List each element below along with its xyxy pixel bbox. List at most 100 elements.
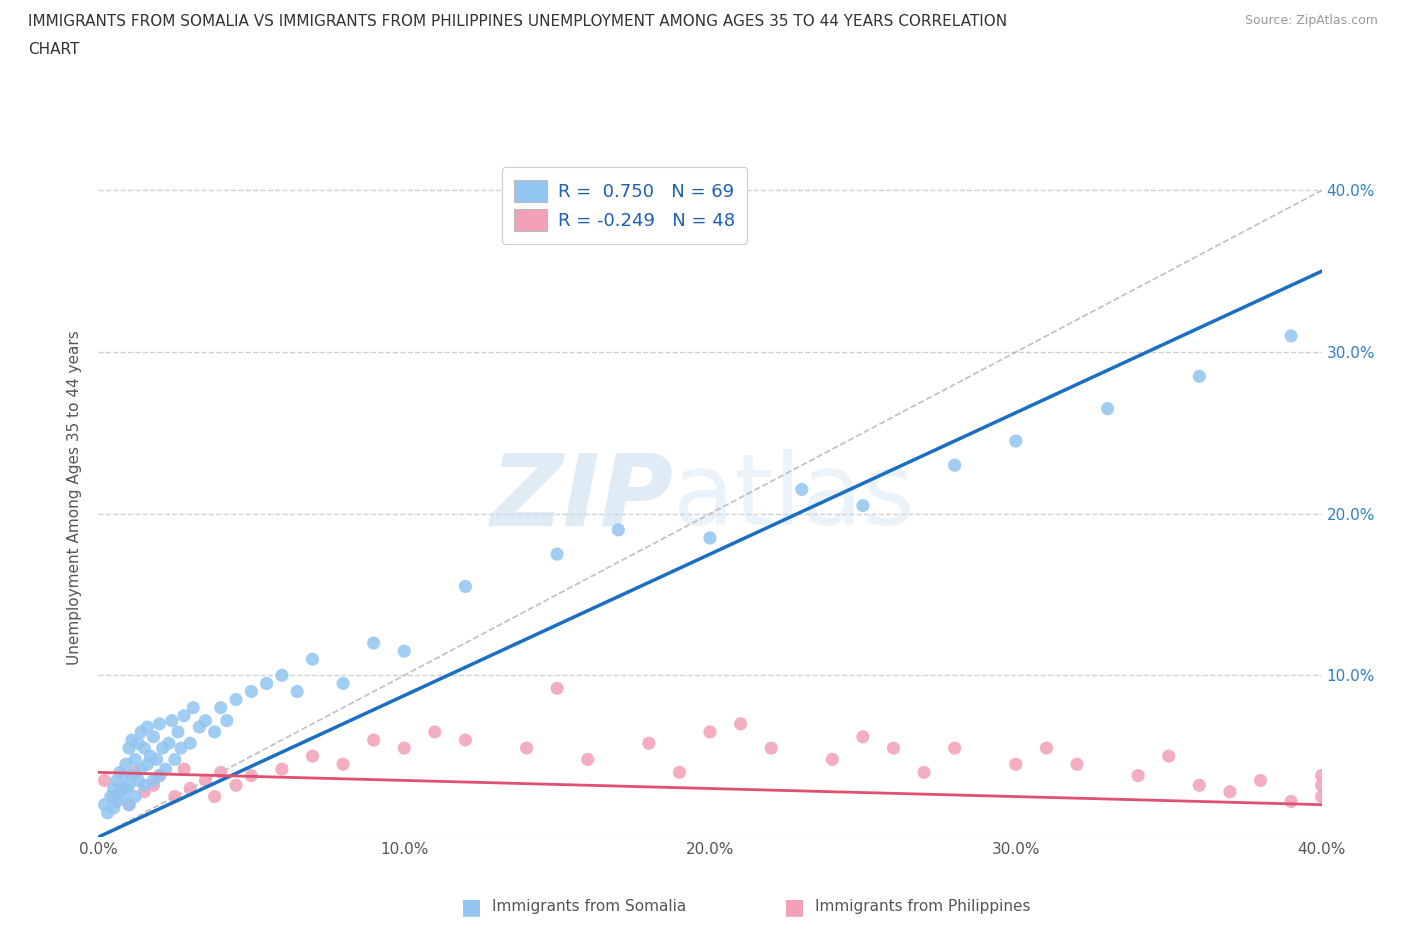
Point bbox=[821, 752, 844, 767]
Point bbox=[1004, 433, 1026, 448]
Point bbox=[454, 733, 477, 748]
Point bbox=[157, 736, 180, 751]
Point bbox=[516, 740, 538, 755]
Point bbox=[142, 777, 165, 792]
Point bbox=[546, 681, 568, 696]
Point bbox=[852, 498, 875, 513]
Point bbox=[225, 692, 247, 707]
Point bbox=[121, 733, 143, 748]
Point bbox=[115, 757, 138, 772]
Point bbox=[115, 781, 138, 796]
Point bbox=[194, 773, 217, 788]
Point bbox=[1035, 740, 1057, 755]
Point bbox=[730, 716, 752, 731]
Point bbox=[285, 684, 308, 699]
Point bbox=[194, 713, 217, 728]
Point bbox=[204, 724, 226, 739]
Point bbox=[160, 713, 183, 728]
Text: Immigrants from Somalia: Immigrants from Somalia bbox=[492, 899, 686, 914]
Text: ZIP: ZIP bbox=[491, 449, 673, 546]
Point bbox=[637, 736, 661, 751]
Text: ■: ■ bbox=[785, 897, 804, 917]
Point bbox=[163, 790, 186, 804]
Point bbox=[1157, 749, 1180, 764]
Point bbox=[108, 764, 131, 779]
Point bbox=[1188, 369, 1211, 384]
Point bbox=[111, 790, 134, 804]
Point bbox=[118, 797, 141, 812]
Point bbox=[103, 790, 125, 804]
Point bbox=[136, 757, 159, 772]
Point bbox=[240, 768, 263, 783]
Point bbox=[124, 790, 146, 804]
Point bbox=[332, 757, 354, 772]
Point bbox=[93, 797, 115, 812]
Point bbox=[173, 762, 195, 777]
Point bbox=[1279, 328, 1302, 343]
Point bbox=[149, 768, 172, 783]
Point bbox=[173, 709, 195, 724]
Point bbox=[124, 764, 146, 779]
Point bbox=[152, 740, 174, 755]
Point bbox=[1128, 768, 1150, 783]
Point bbox=[118, 740, 141, 755]
Point bbox=[225, 777, 247, 792]
Point bbox=[134, 784, 156, 799]
Text: Immigrants from Philippines: Immigrants from Philippines bbox=[815, 899, 1031, 914]
Point bbox=[392, 740, 416, 755]
Point bbox=[363, 635, 385, 650]
Point bbox=[167, 724, 190, 739]
Point bbox=[392, 644, 416, 658]
Point bbox=[576, 752, 599, 767]
Point bbox=[111, 781, 134, 796]
Point bbox=[118, 777, 141, 792]
Point bbox=[129, 762, 152, 777]
Point bbox=[423, 724, 446, 739]
Text: atlas: atlas bbox=[673, 449, 915, 546]
Point bbox=[134, 740, 156, 755]
Point bbox=[124, 752, 146, 767]
Point bbox=[256, 676, 278, 691]
Point bbox=[270, 762, 292, 777]
Point bbox=[1219, 784, 1241, 799]
Point bbox=[301, 749, 323, 764]
Point bbox=[215, 713, 238, 728]
Point bbox=[607, 523, 630, 538]
Point bbox=[155, 762, 177, 777]
Point bbox=[1279, 794, 1302, 809]
Point bbox=[1066, 757, 1088, 772]
Point bbox=[127, 736, 149, 751]
Point bbox=[100, 790, 122, 804]
Point bbox=[301, 652, 323, 667]
Point bbox=[179, 736, 201, 751]
Point bbox=[118, 797, 141, 812]
Point bbox=[699, 724, 721, 739]
Point bbox=[134, 777, 156, 792]
Point bbox=[108, 784, 131, 799]
Point bbox=[103, 801, 125, 816]
Point bbox=[179, 781, 201, 796]
Point bbox=[943, 740, 966, 755]
Y-axis label: Unemployment Among Ages 35 to 44 years: Unemployment Among Ages 35 to 44 years bbox=[67, 330, 83, 665]
Point bbox=[163, 752, 186, 767]
Point bbox=[363, 733, 385, 748]
Point bbox=[546, 547, 568, 562]
Point bbox=[93, 773, 115, 788]
Point bbox=[149, 768, 172, 783]
Point bbox=[1097, 401, 1119, 416]
Point bbox=[170, 740, 193, 755]
Point bbox=[149, 716, 172, 731]
Point bbox=[699, 530, 721, 545]
Point bbox=[136, 720, 159, 735]
Point bbox=[145, 752, 167, 767]
Point bbox=[1188, 777, 1211, 792]
Point bbox=[181, 700, 204, 715]
Point bbox=[142, 729, 165, 744]
Point bbox=[209, 764, 232, 779]
Point bbox=[852, 729, 875, 744]
Point bbox=[1310, 768, 1333, 783]
Point bbox=[790, 482, 813, 497]
Text: CHART: CHART bbox=[28, 42, 80, 57]
Point bbox=[139, 749, 162, 764]
Point bbox=[668, 764, 690, 779]
